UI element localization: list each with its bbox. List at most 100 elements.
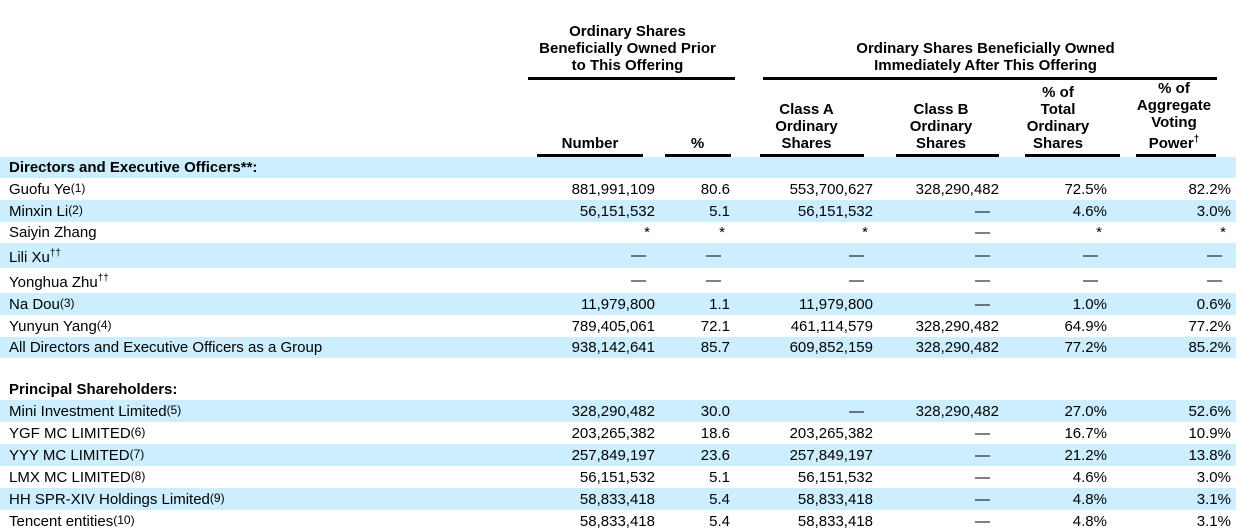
footnote-ref: (10)	[113, 513, 135, 527]
cell-pct-total: 4.6%	[1004, 200, 1112, 222]
cell-class-a: 553,700,627	[789, 180, 873, 198]
table-row: Yonghua Zhu†† — — — — — —	[0, 268, 1253, 293]
holder-name: All Directors and Executive Officers as …	[9, 339, 323, 356]
cell-holder-name: Mini Investment Limited(5)	[0, 400, 520, 422]
header-name-spacer	[0, 80, 520, 157]
holder-name: Mini Investment Limited	[9, 403, 167, 420]
cell-class-b: —	[975, 468, 990, 486]
right-margin	[1236, 315, 1253, 337]
cell-number: —	[631, 272, 646, 289]
table-row: Lili Xu†† — — — — — —	[0, 243, 1253, 268]
right-margin	[1236, 422, 1253, 444]
holder-name: Yonghua Zhu	[9, 274, 98, 291]
cell-class-b: 328,290,482	[878, 400, 1004, 422]
holder-name: Guofu Ye	[9, 181, 71, 198]
cell-class-b: 328,290,482	[915, 180, 999, 198]
group-header-prior-offering: Ordinary Shares Beneficially Owned Prior…	[520, 0, 735, 80]
holder-name: Tencent entities	[9, 513, 114, 530]
cell-pct-total: 4.8%	[1004, 488, 1112, 510]
table-row: Tencent entities(10) 58,833,418 5.4 58,833,…	[0, 510, 1253, 532]
holder-name: HH SPR-XIV Holdings Limited	[9, 491, 210, 508]
group-header-line: to This Offering	[571, 57, 684, 74]
cell-number: —	[520, 243, 660, 268]
cell-voting-power: 3.0%	[1112, 200, 1236, 222]
col-header-label: % of	[1042, 84, 1074, 101]
column-underline	[895, 154, 999, 157]
right-margin	[1236, 466, 1253, 488]
cell-class-a: 56,151,532	[735, 200, 878, 222]
col-header-label: Shares	[1032, 135, 1084, 152]
column-underline	[759, 154, 864, 157]
cell-class-a: —	[735, 243, 878, 268]
cell-pct-total: *	[1096, 224, 1102, 241]
right-margin	[1236, 268, 1253, 293]
cell-number: *	[644, 224, 650, 241]
cell-pct-prior: 30.0	[660, 400, 735, 422]
column-underline	[1024, 154, 1120, 157]
right-margin	[1236, 400, 1253, 422]
cell-class-a: 257,849,197	[735, 444, 878, 466]
cell-holder-name: Minxin Li(2)	[0, 200, 520, 222]
cell-pct-prior: *	[719, 224, 725, 241]
holder-name: Lili Xu	[9, 249, 50, 266]
cell-number: 938,142,641	[520, 337, 660, 358]
cell-class-a: 58,833,418	[797, 512, 873, 530]
col-header-label: Class A	[779, 101, 834, 118]
col-header-label: Number	[561, 135, 619, 152]
right-margin	[1236, 444, 1253, 466]
footnote-ref: (5)	[166, 403, 182, 417]
cell-holder-name: Na Dou(3)	[0, 293, 520, 315]
cell-holder-name: Yonghua Zhu††	[0, 268, 520, 293]
cell-voting-power: —	[1207, 272, 1222, 289]
header-name-spacer	[0, 0, 520, 80]
cell-pct-prior: —	[706, 272, 721, 289]
cell-number: 11,979,800	[520, 293, 660, 315]
right-margin	[1236, 337, 1253, 358]
table-row: Saiyin Zhang * * * — * *	[0, 222, 1253, 243]
cell-pct-prior: 1.1	[660, 293, 735, 315]
cell-holder-name: YGF MC LIMITED(6)	[0, 422, 520, 444]
cell-voting-power: —	[1112, 243, 1236, 268]
cell-pct-prior: 23.6	[660, 444, 735, 466]
table-row: Na Dou(3) 11,979,800 1.1 11,979,800—1.0% 0.6…	[0, 293, 1253, 315]
cell-class-a: 11,979,800	[735, 293, 878, 315]
cell-class-a: —	[849, 272, 864, 289]
cell-number: 257,849,197	[520, 444, 660, 466]
cell-pct-prior: 5.4	[660, 488, 735, 510]
cell-pct-total: 4.8%	[1072, 512, 1107, 530]
column-header-row: Number % Class A Ordinary Shares Class B…	[0, 80, 1253, 157]
footnote-ref: (3)	[59, 296, 75, 310]
cell-pct-prior: 18.6	[700, 424, 730, 442]
cell-number: 56,151,532	[579, 468, 655, 486]
footnote-ref: (6)	[130, 425, 146, 439]
cell-holder-name: Guofu Ye(1)	[0, 178, 520, 200]
cell-holder-name: HH SPR-XIV Holdings Limited(9)	[0, 488, 520, 510]
footnote-ref: (7)	[129, 447, 145, 461]
cell-class-a: *	[862, 224, 868, 241]
holder-name: LMX MC LIMITED	[9, 469, 131, 486]
cell-holder-name: LMX MC LIMITED(8)	[0, 466, 520, 488]
cell-pct-prior: 80.6	[700, 180, 730, 198]
cell-holder-name: YYY MC LIMITED(7)	[0, 444, 520, 466]
cell-voting-power: 10.9%	[1188, 424, 1231, 442]
right-margin	[1236, 178, 1253, 200]
cell-pct-prior: 72.1	[700, 317, 730, 335]
group-header-line: Immediately After This Offering	[874, 57, 1097, 74]
holder-name: Na Dou	[9, 296, 60, 313]
spacer-cell	[0, 358, 1253, 379]
col-header-label: Power†	[1148, 134, 1200, 152]
double-dagger-footnote-mark: ††	[49, 248, 61, 259]
cell-pct-total: 72.5%	[1064, 180, 1107, 198]
cell-number: 881,991,109	[571, 180, 655, 198]
footnote-ref: (1)	[70, 181, 86, 195]
col-header-label: Total	[1040, 101, 1076, 118]
cell-holder-name: Tencent entities(10)	[0, 510, 520, 532]
section-header-row: Directors and Executive Officers**:	[0, 157, 1253, 178]
cell-number: 58,833,418	[520, 488, 660, 510]
right-margin	[1236, 293, 1253, 315]
table-row: Yunyun Yang(4) 789,405,061 72.1 461,114,579…	[0, 315, 1253, 337]
holder-name: Minxin Li	[9, 203, 69, 220]
cell-class-b: 328,290,482	[915, 317, 999, 335]
cell-pct-total: 16.7%	[1064, 424, 1107, 442]
cell-pct-prior: 5.1	[709, 468, 730, 486]
